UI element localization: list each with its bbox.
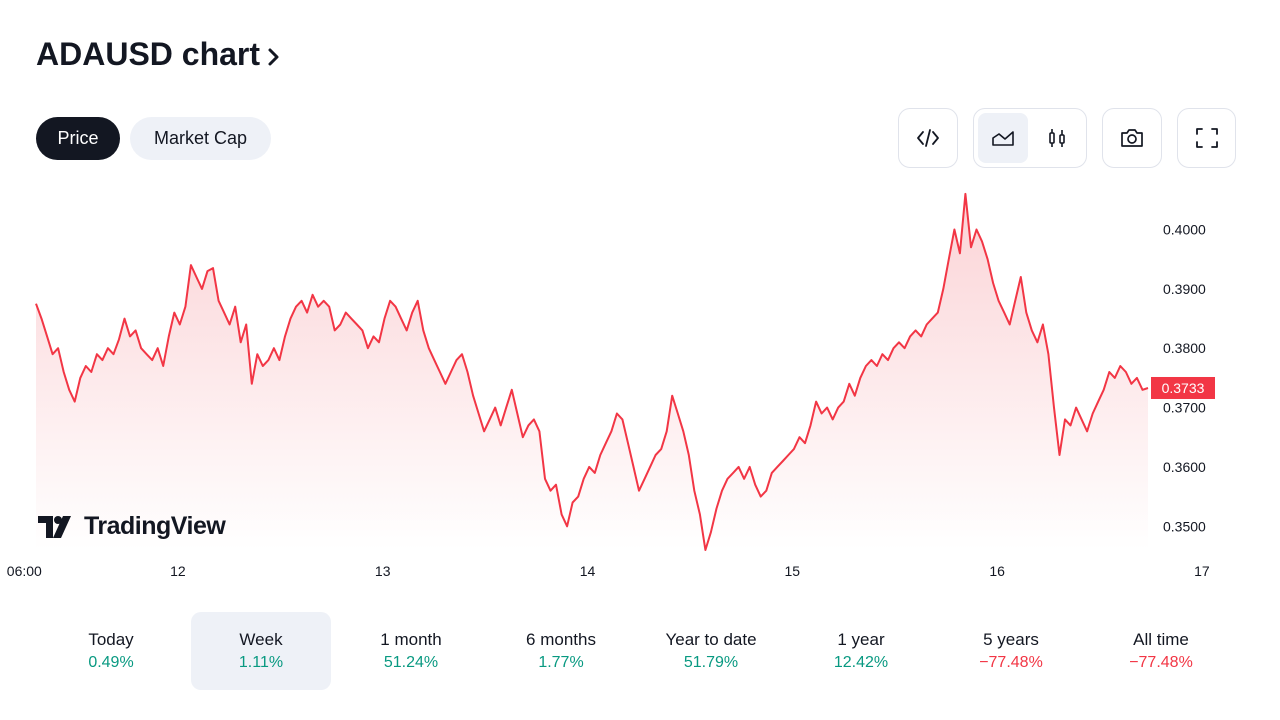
period-selector: Today 0.49% Week 1.11% 1 month 51.24% 6 mon…	[36, 612, 1236, 690]
tab-price[interactable]: Price	[36, 117, 120, 160]
tradingview-logo: TradingView	[38, 512, 226, 541]
area-chart-icon	[992, 131, 1014, 146]
tradingview-wordmark: TradingView	[84, 512, 226, 540]
candle-style-button[interactable]	[1032, 113, 1082, 163]
period-6-months[interactable]: 6 months 1.77%	[486, 612, 636, 690]
y-tick-label: 0.3500	[1163, 518, 1206, 534]
price-area-fill	[36, 193, 1148, 550]
period-change: −77.48%	[1129, 654, 1193, 671]
candlestick-icon	[1049, 129, 1065, 147]
chart-style-toggle	[973, 108, 1087, 168]
x-tick-label: 14	[580, 563, 596, 579]
fullscreen-icon	[1195, 128, 1218, 148]
period-label: 5 years	[983, 630, 1039, 649]
period-label: Week	[239, 630, 283, 649]
price-chart[interactable]: 0.3500 0.3600 0.3700 0.3800 0.3900 0.4000 0.37…	[0, 180, 1280, 590]
period-5-years[interactable]: 5 years −77.48%	[936, 612, 1086, 690]
embed-button[interactable]	[898, 108, 958, 168]
tab-market-cap[interactable]: Market Cap	[130, 117, 271, 160]
tradingview-logo-icon	[38, 515, 71, 538]
period-all-time[interactable]: All time −77.48%	[1086, 612, 1236, 690]
y-tick-label: 0.3700	[1163, 400, 1206, 416]
area-style-button[interactable]	[978, 113, 1028, 163]
period-1-month[interactable]: 1 month 51.24%	[336, 612, 486, 690]
last-price-label: 0.3733	[1162, 380, 1205, 396]
price-series-line	[35, 192, 1149, 551]
fullscreen-button[interactable]	[1177, 108, 1236, 168]
period-today[interactable]: Today 0.49%	[36, 612, 186, 690]
x-tick-label: 17	[1194, 563, 1210, 579]
x-tick-label: 13	[375, 563, 391, 579]
y-tick-label: 0.4000	[1163, 222, 1206, 238]
camera-icon	[1121, 129, 1143, 147]
page-title: ADAUSD chart	[36, 36, 261, 72]
period-1-year[interactable]: 1 year 12.42%	[786, 612, 936, 690]
period-change: 51.79%	[683, 654, 739, 671]
tab-market-cap-label: Market Cap	[153, 128, 248, 148]
period-change: 0.49%	[88, 654, 134, 671]
last-price-label-bg	[1151, 376, 1215, 399]
chevron-right-icon	[268, 48, 279, 65]
period-change: 1.77%	[538, 654, 584, 671]
period-label: Year to date	[665, 630, 757, 649]
period-change: 12.42%	[833, 654, 889, 671]
period-label: All time	[1133, 630, 1189, 649]
period-change: 51.24%	[383, 654, 439, 671]
period-week[interactable]: Week 1.11%	[191, 612, 331, 690]
period-change: 1.11%	[238, 654, 284, 671]
period-year-to-date[interactable]: Year to date 51.79%	[636, 612, 786, 690]
period-label: 6 months	[526, 630, 596, 649]
y-tick-label: 0.3800	[1163, 340, 1206, 356]
x-tick-label: 16	[989, 563, 1005, 579]
period-label: Today	[88, 630, 134, 649]
tab-price-label: Price	[57, 128, 99, 148]
x-tick-label: 15	[785, 563, 801, 579]
period-change: −77.48%	[979, 654, 1043, 671]
y-tick-label: 0.3600	[1163, 459, 1206, 475]
x-tick-label: 12	[170, 563, 186, 579]
period-label: 1 month	[380, 630, 442, 649]
code-icon	[917, 129, 939, 147]
chart-title-link[interactable]: ADAUSD chart	[36, 36, 284, 73]
x-tick-label: 06:00	[7, 563, 42, 579]
period-label: 1 year	[837, 630, 885, 649]
snapshot-button[interactable]	[1102, 108, 1162, 168]
y-tick-label: 0.3900	[1163, 281, 1206, 297]
